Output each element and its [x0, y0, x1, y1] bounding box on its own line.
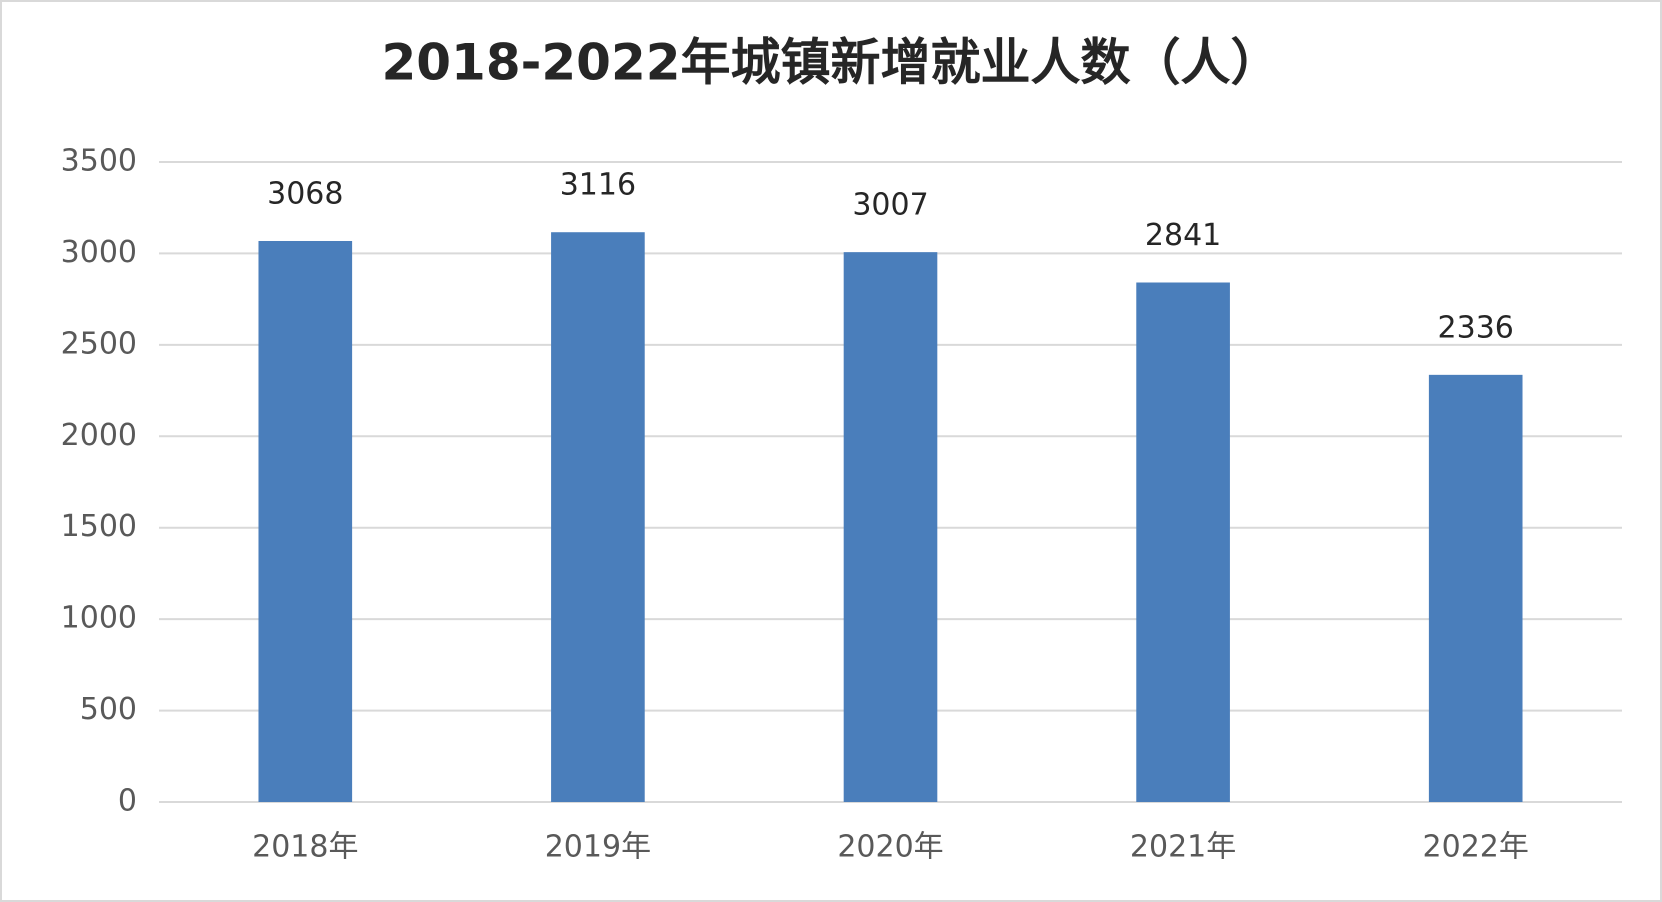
bar [258, 240, 353, 803]
x-tick-label: 2021年 [1130, 830, 1236, 865]
x-tick-label: 2019年 [545, 830, 651, 865]
y-tick-label: 3000 [61, 235, 137, 270]
bar [843, 252, 938, 803]
value-label: 2841 [1145, 218, 1221, 253]
bar [1136, 282, 1230, 802]
value-label: 2336 [1438, 310, 1514, 345]
x-tick-label: 2018年 [252, 830, 358, 865]
y-tick-label: 0 [118, 784, 137, 819]
value-label: 3068 [267, 176, 343, 211]
value-label: 3116 [560, 168, 636, 203]
y-tick-label: 2500 [61, 326, 137, 361]
y-tick-label: 2000 [61, 418, 137, 453]
y-tick-label: 1500 [61, 509, 137, 544]
x-tick-label: 2020年 [837, 830, 943, 865]
bar [1428, 374, 1523, 802]
y-tick-label: 1000 [61, 601, 137, 636]
y-tick-label: 500 [80, 692, 137, 727]
x-tick-label: 2022年 [1423, 830, 1529, 865]
chart-title: 2018-2022年城镇新增就业人数（人） [381, 34, 1280, 92]
bar [551, 232, 645, 802]
value-label: 3007 [852, 188, 928, 223]
y-tick-label: 3500 [61, 144, 137, 179]
